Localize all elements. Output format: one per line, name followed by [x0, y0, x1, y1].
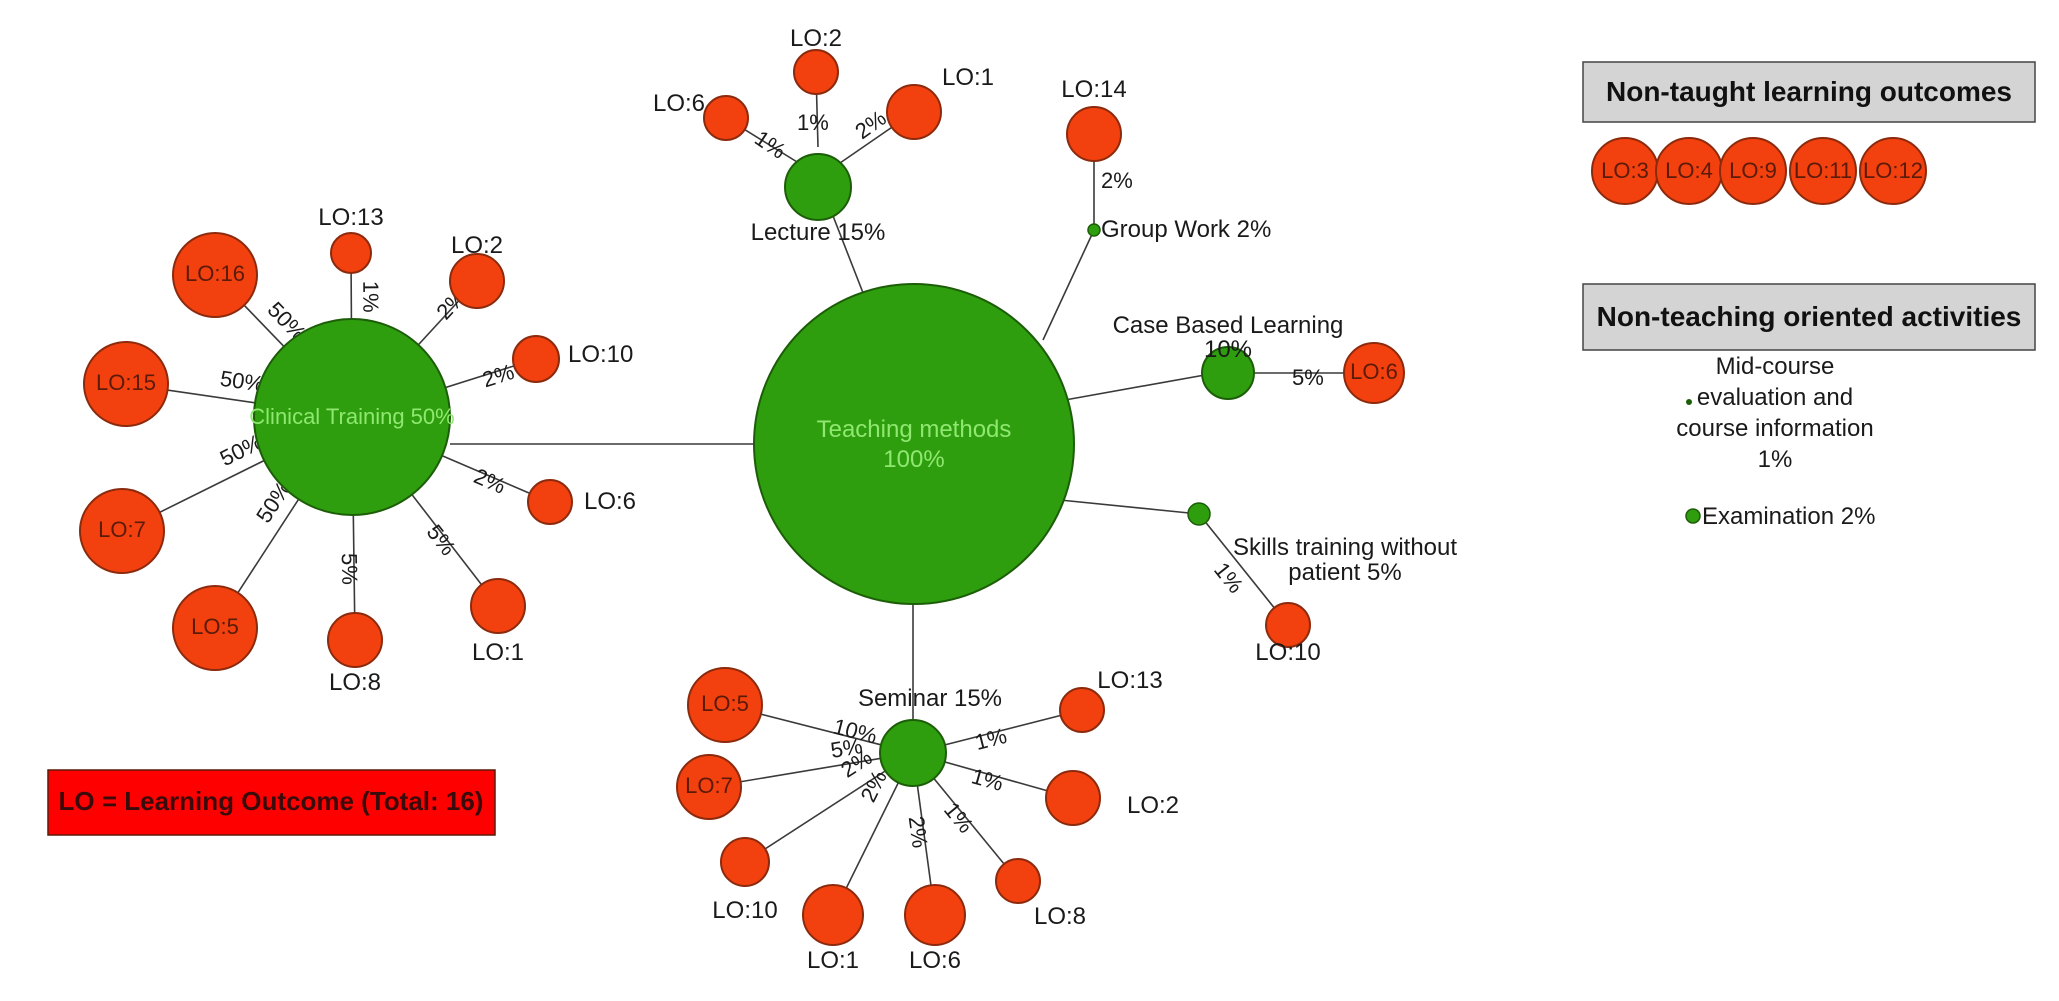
- svg-text:5%: 5%: [337, 553, 362, 585]
- svg-text:5%: 5%: [422, 520, 461, 560]
- svg-text:LO:7: LO:7: [98, 517, 146, 542]
- svg-text:Non-taught learning outcomes: Non-taught learning outcomes: [1606, 76, 2012, 107]
- svg-text:1%: 1%: [969, 763, 1006, 796]
- svg-text:LO:2: LO:2: [451, 232, 503, 259]
- svg-text:Seminar 15%: Seminar 15%: [858, 685, 1002, 712]
- svg-text:course information: course information: [1676, 415, 1873, 442]
- svg-text:10%: 10%: [1204, 336, 1252, 363]
- svg-text:1%: 1%: [797, 110, 829, 135]
- svg-text:LO:7: LO:7: [685, 773, 733, 798]
- svg-text:LO:2: LO:2: [790, 25, 842, 52]
- svg-text:LO:6: LO:6: [909, 947, 961, 974]
- svg-text:1%: 1%: [972, 723, 1009, 755]
- svg-text:LO:5: LO:5: [701, 691, 749, 716]
- svg-text:2%: 2%: [850, 105, 890, 144]
- svg-text:LO:1: LO:1: [807, 947, 859, 974]
- svg-text:LO:10: LO:10: [712, 897, 777, 924]
- svg-text:LO:6: LO:6: [584, 488, 636, 515]
- svg-text:LO:8: LO:8: [1034, 903, 1086, 930]
- svg-text:LO:10: LO:10: [568, 341, 633, 368]
- svg-text:2%: 2%: [470, 463, 509, 499]
- svg-text:LO = Learning Outcome (Total:: LO = Learning Outcome (Total: 16): [59, 786, 484, 816]
- svg-text:LO:5: LO:5: [191, 614, 239, 639]
- svg-text:2%: 2%: [1101, 168, 1133, 193]
- svg-text:LO:9: LO:9: [1729, 158, 1777, 183]
- svg-text:Case Based Learning: Case Based Learning: [1113, 312, 1344, 339]
- svg-text:LO:3: LO:3: [1601, 158, 1649, 183]
- svg-text:Skills training without: Skills training without: [1233, 534, 1457, 561]
- svg-text:Clinical Training 50%: Clinical Training 50%: [249, 404, 454, 429]
- svg-text:2%: 2%: [904, 815, 933, 850]
- svg-text:1%: 1%: [358, 281, 383, 313]
- svg-text:LO:14: LO:14: [1061, 76, 1126, 103]
- svg-text:LO:16: LO:16: [185, 261, 245, 286]
- svg-text:1%: 1%: [1758, 446, 1793, 473]
- svg-text:LO:6: LO:6: [1350, 359, 1398, 384]
- svg-text:2%: 2%: [479, 359, 517, 392]
- svg-text:LO:1: LO:1: [942, 64, 994, 91]
- svg-text:LO:6: LO:6: [653, 90, 705, 117]
- svg-text:Examination 2%: Examination 2%: [1702, 503, 1875, 530]
- svg-text:Group Work 2%: Group Work 2%: [1101, 216, 1271, 243]
- svg-text:LO:4: LO:4: [1665, 158, 1713, 183]
- svg-text:Lecture 15%: Lecture 15%: [751, 219, 886, 246]
- svg-text:Mid-course: Mid-course: [1716, 353, 1835, 380]
- svg-text:100%: 100%: [883, 446, 944, 473]
- svg-text:1%: 1%: [939, 797, 979, 837]
- svg-text:1%: 1%: [1209, 557, 1248, 597]
- svg-text:LO:11: LO:11: [1794, 158, 1852, 183]
- svg-text:LO:12: LO:12: [1863, 158, 1923, 183]
- svg-text:Non-teaching oriented activiti: Non-teaching oriented activities: [1597, 301, 2022, 332]
- svg-text:LO:10: LO:10: [1255, 639, 1320, 666]
- svg-text:5%: 5%: [1292, 365, 1324, 390]
- svg-text:Teaching methods: Teaching methods: [817, 416, 1012, 443]
- svg-text:LO:8: LO:8: [329, 669, 381, 696]
- svg-text:LO:13: LO:13: [1097, 667, 1162, 694]
- svg-text:LO:13: LO:13: [318, 204, 383, 231]
- svg-text:evaluation and: evaluation and: [1697, 384, 1853, 411]
- svg-text:LO:15: LO:15: [96, 370, 156, 395]
- svg-text:patient 5%: patient 5%: [1288, 559, 1401, 586]
- svg-text:LO:1: LO:1: [472, 639, 524, 666]
- svg-text:LO:2: LO:2: [1127, 792, 1179, 819]
- svg-text:1%: 1%: [750, 125, 790, 163]
